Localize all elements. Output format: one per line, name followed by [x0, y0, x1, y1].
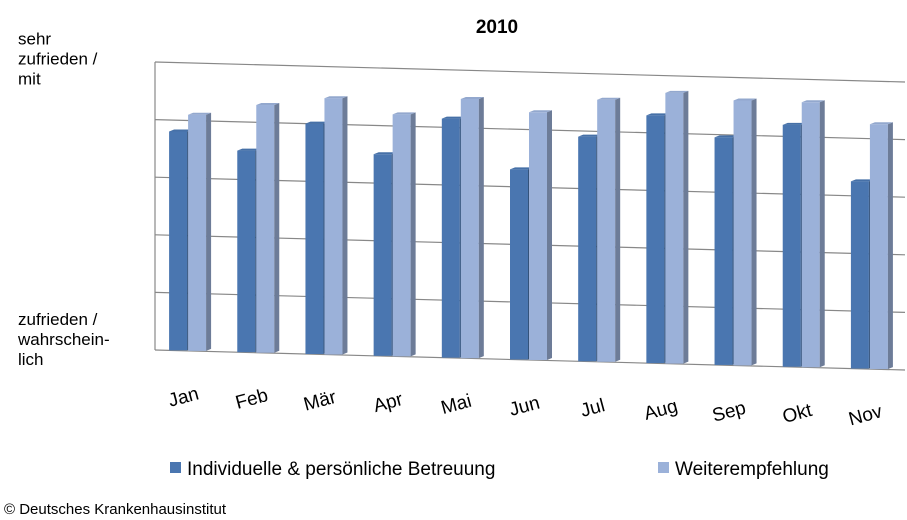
- bar-side: [342, 96, 348, 355]
- bar-top: [733, 98, 757, 101]
- chart-title: 2010: [476, 17, 518, 38]
- bar: [305, 123, 324, 355]
- x-tick-label: Sep: [710, 398, 748, 427]
- x-tick-label: Nov: [846, 401, 885, 430]
- x-tick-label: Jul: [578, 395, 607, 422]
- bar: [714, 137, 733, 365]
- x-tick-label: Aug: [642, 396, 680, 425]
- bar-top: [441, 116, 465, 119]
- bar: [460, 98, 479, 359]
- legend-label: Individuelle & persönliche Betreuung: [187, 459, 495, 480]
- bar-top: [510, 167, 533, 170]
- legend-swatch: [170, 462, 181, 473]
- bar: [597, 99, 616, 362]
- bar: [188, 114, 207, 351]
- bar-side: [547, 110, 552, 360]
- bar-top: [305, 121, 329, 124]
- bar-top: [782, 122, 806, 125]
- x-tick-label: Jan: [166, 383, 201, 411]
- source: © Deutsches Krankenhausinstitut: [4, 501, 227, 518]
- bar: [850, 181, 869, 369]
- bar-side: [683, 90, 689, 364]
- x-tick-label: Okt: [780, 400, 815, 428]
- bar-side: [410, 112, 416, 357]
- x-tick-label: Apr: [371, 389, 406, 417]
- bar-top: [850, 179, 874, 182]
- bar: [733, 100, 752, 366]
- bar: [529, 112, 547, 360]
- bar-top: [324, 96, 348, 99]
- bar: [256, 105, 275, 353]
- bar-top: [237, 148, 261, 151]
- bar: [373, 154, 392, 356]
- bar: [169, 131, 188, 351]
- grid-line: [154, 61, 906, 83]
- bar-side: [274, 103, 280, 353]
- bar-top: [665, 90, 689, 93]
- bar-side: [478, 96, 484, 359]
- x-tick-label: Jun: [507, 393, 542, 421]
- bar-top: [529, 110, 552, 113]
- bar: [782, 124, 801, 367]
- bar: [324, 98, 343, 355]
- bar-side: [751, 98, 757, 366]
- legend-swatch: [658, 462, 669, 473]
- bar: [578, 136, 597, 362]
- bar-top: [869, 122, 893, 125]
- bar-top: [801, 100, 825, 103]
- bar-top: [646, 113, 670, 116]
- bar: [392, 114, 411, 357]
- grid-line: [154, 349, 906, 371]
- bar: [441, 118, 460, 358]
- x-tick-label: Mai: [439, 391, 474, 419]
- bar-side: [206, 112, 212, 351]
- legend-label: Weiterempfehlung: [675, 459, 829, 480]
- bar-top: [169, 129, 193, 132]
- bar-top: [188, 112, 212, 115]
- bar-top: [578, 134, 602, 137]
- bar-top: [373, 152, 397, 155]
- bar-side: [819, 100, 825, 368]
- bar: [510, 169, 528, 360]
- x-tick-label: Mär: [302, 387, 340, 416]
- x-tick-label: Feb: [233, 385, 270, 414]
- bar: [237, 150, 256, 353]
- bar-top: [597, 97, 621, 100]
- y-tick-label: sehr zufrieden / mit: [18, 30, 98, 89]
- bar-top: [460, 96, 484, 99]
- bar-side: [887, 122, 893, 370]
- y-tick-label: zufrieden / wahrschein-lich: [17, 310, 110, 369]
- bar-top: [392, 112, 416, 115]
- bar-top: [714, 135, 738, 138]
- bar-side: [615, 97, 621, 362]
- bar-top: [256, 103, 280, 106]
- bar: [869, 124, 888, 370]
- bar: [801, 102, 820, 368]
- bar: [646, 115, 665, 364]
- bar: [665, 92, 684, 364]
